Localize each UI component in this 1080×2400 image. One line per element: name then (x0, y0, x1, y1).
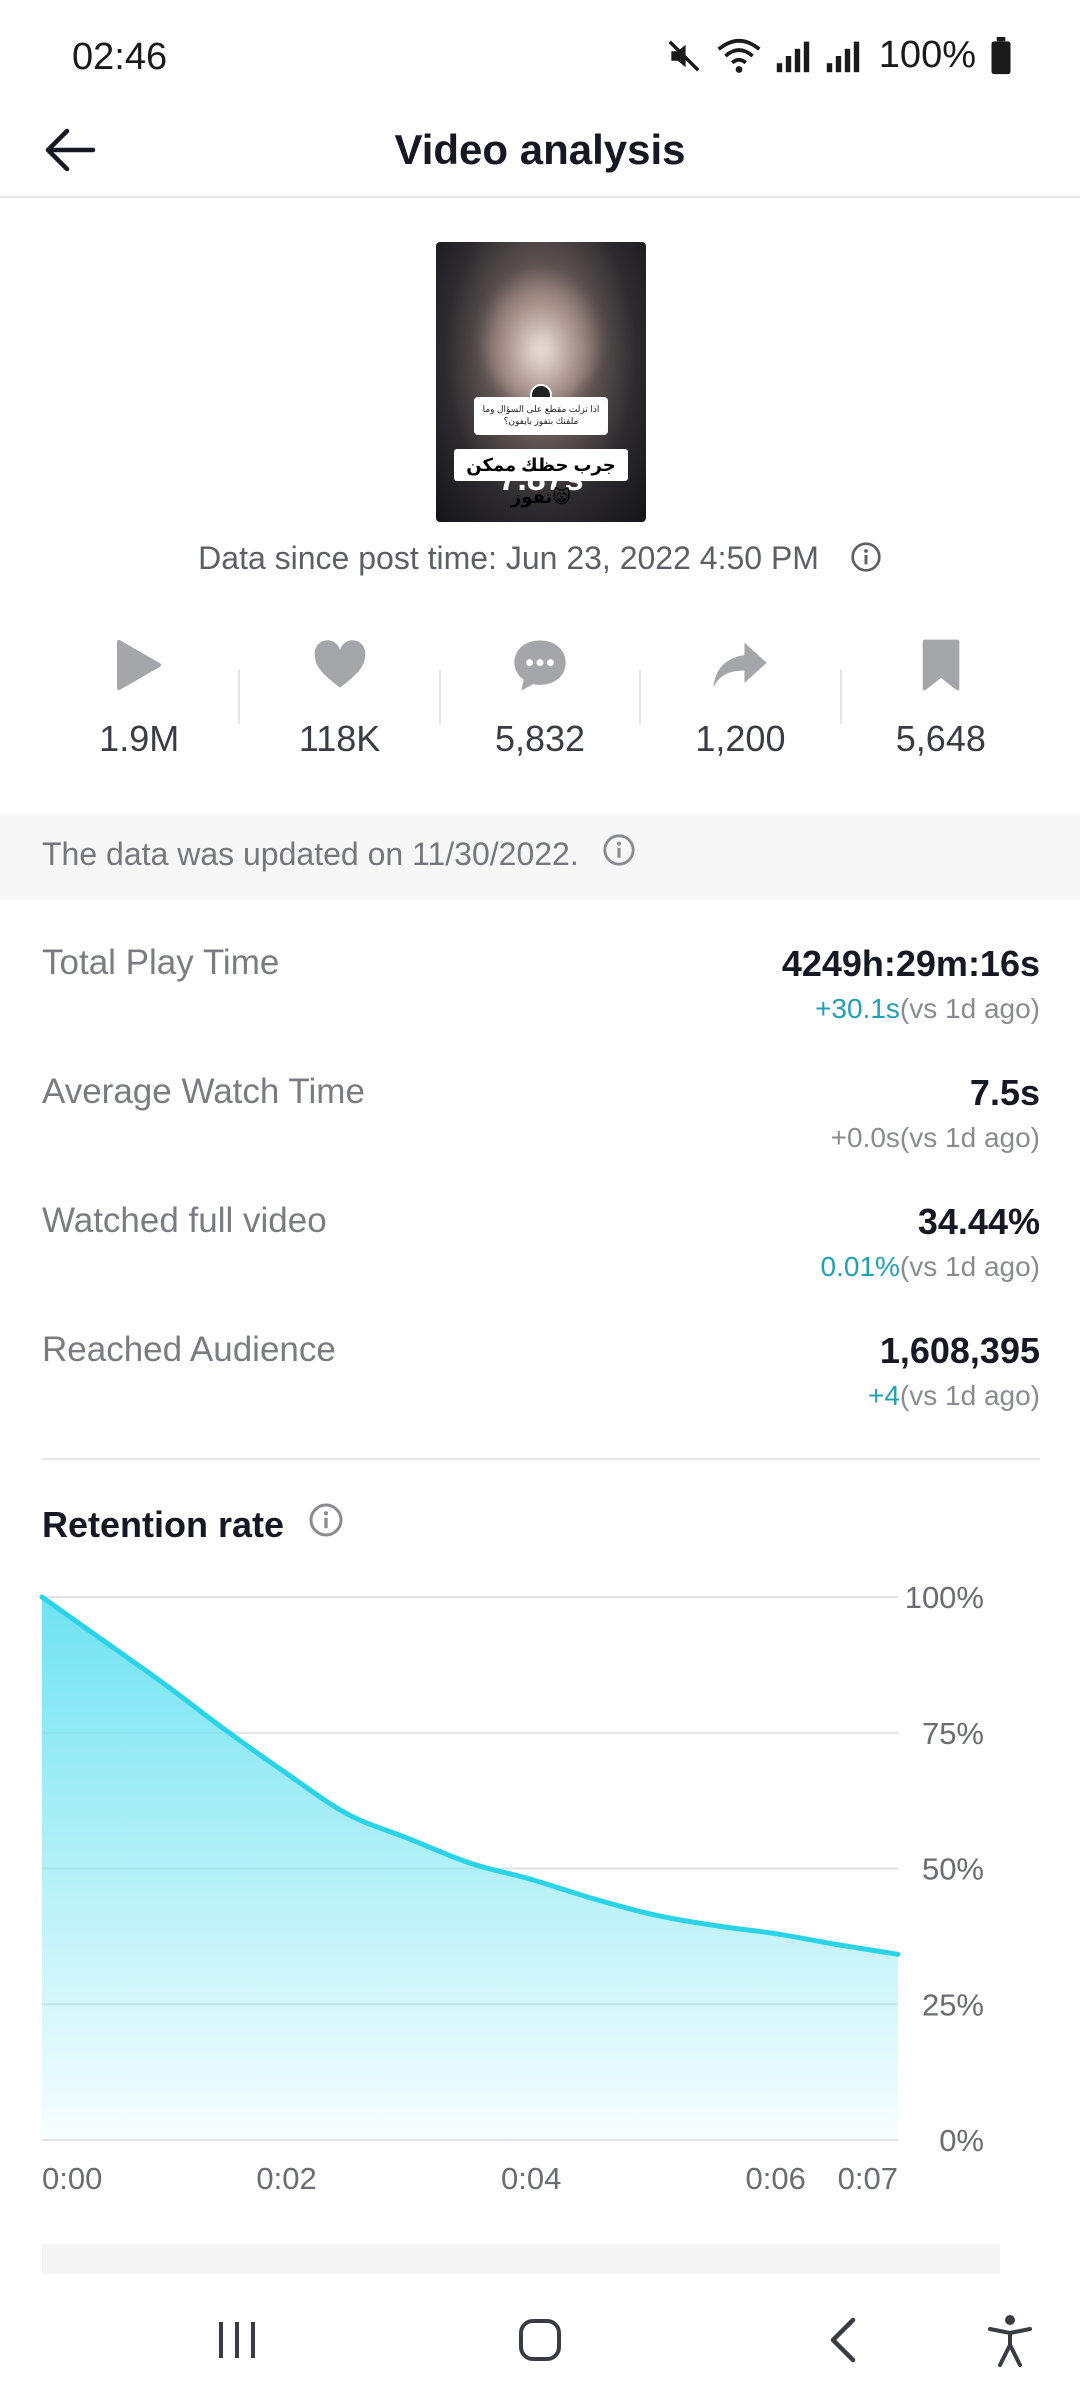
accessibility-button[interactable] (965, 2298, 1055, 2382)
x-tick-label: 0:07 (838, 2161, 898, 2196)
metric-suffix: (vs 1d ago) (899, 993, 1040, 1024)
thumbnail-caption: اذا تزلت مقطع على السؤال وما ملفتك بتفوز… (474, 397, 608, 435)
back-button[interactable] (38, 110, 102, 190)
stat-value: 1,200 (695, 718, 786, 759)
metric-value: 1,608,395 (879, 1330, 1040, 1371)
stat-saves: 5,648 (842, 630, 1040, 780)
divider (438, 670, 441, 724)
battery-percent: 100% (878, 34, 976, 76)
metric-suffix: (vs 1d ago) (899, 1122, 1040, 1153)
stat-likes: 118K (240, 630, 438, 780)
info-icon[interactable] (850, 541, 882, 581)
y-tick-label: 100% (905, 1580, 984, 1615)
retention-chart[interactable]: 100% 75% 50% 25% 0% 0:00 0:02 0:04 0:06 0:07 (0, 1570, 1080, 2210)
metric-delta: 0.01%(vs 1d ago) (821, 1251, 1040, 1283)
metric-change: +0.0s (830, 1122, 900, 1153)
metric-delta: +4(vs 1d ago) (868, 1380, 1040, 1412)
y-tick-label: 50% (922, 1852, 984, 1887)
mute-icon (665, 37, 703, 75)
updated-text: The data was updated on 11/30/2022. (42, 836, 579, 872)
bookmark-icon (922, 639, 960, 691)
metric-delta: +30.1s(vs 1d ago) (815, 993, 1040, 1025)
stat-shares: 1,200 (641, 630, 839, 780)
metric-suffix: (vs 1d ago) (899, 1251, 1040, 1282)
section-divider (42, 1458, 1040, 1460)
updated-banner: The data was updated on 11/30/2022. (0, 814, 1080, 900)
stat-views: 1.9M (40, 630, 238, 780)
post-time-text: Data since post time: Jun 23, 2022 4:50 … (198, 540, 819, 576)
metric-value: 4249h:29m:16s (781, 943, 1040, 984)
recents-button[interactable] (192, 2298, 282, 2382)
retention-title-wrap: Retention rate (42, 1502, 344, 1547)
bottom-card-edge (42, 2244, 1000, 2274)
metric-change: +30.1s (815, 993, 900, 1024)
metric-total-play-time: Total Play Time 4249h:29m:16s +30.1s(vs … (42, 943, 1040, 1063)
heart-icon (314, 640, 365, 688)
wifi-icon (717, 37, 761, 75)
stat-comments: 5,832 (441, 630, 639, 780)
metric-reached-audience: Reached Audience 1,608,395 +4(vs 1d ago) (42, 1330, 1040, 1450)
divider (238, 670, 241, 724)
x-tick-label: 0:04 (501, 2161, 561, 2196)
system-navbar (0, 2280, 1080, 2400)
divider (839, 670, 842, 724)
x-tick-label: 0:02 (256, 2161, 316, 2196)
nav-back-button[interactable] (798, 2298, 888, 2382)
metric-label: Total Play Time (42, 943, 280, 982)
recents-icon (219, 2322, 255, 2358)
signal-icon-2 (825, 38, 861, 74)
metric-label: Average Watch Time (42, 1072, 365, 1111)
video-thumbnail[interactable]: اذا تزلت مقطع على السؤال وما ملفتك بتفوز… (436, 242, 646, 522)
updated-text-wrap: The data was updated on 11/30/2022. (42, 833, 636, 875)
info-icon[interactable] (602, 833, 636, 875)
battery-icon (990, 36, 1012, 75)
thumbnail-banner: جرب حظك ممكن تفوز😸 (454, 449, 628, 507)
metric-average-watch-time: Average Watch Time 7.5s +0.0s(vs 1d ago) (42, 1072, 1040, 1192)
stat-value: 1.9M (99, 718, 180, 759)
comment-icon (514, 640, 566, 691)
page-title: Video analysis (394, 126, 686, 173)
arrow-left-icon (45, 128, 96, 172)
metric-watched-full-video: Watched full video 34.44% 0.01%(vs 1d ag… (42, 1201, 1040, 1321)
metric-change: 0.01% (820, 1251, 900, 1282)
x-tick-label: 0:06 (746, 2161, 806, 2196)
post-time: Data since post time: Jun 23, 2022 4:50 … (0, 540, 1080, 581)
retention-chart-svg: 100% 75% 50% 25% 0% 0:00 0:02 0:04 0:06 0:07 (39, 1580, 984, 2196)
play-icon (117, 640, 162, 690)
x-tick-label: 0:00 (42, 2161, 102, 2196)
metric-value: 34.44% (917, 1201, 1040, 1242)
stats-row: 1.9M 118K 5,832 1,200 5,648 (40, 630, 1040, 780)
header: Video analysis (0, 110, 1080, 198)
y-tick-label: 75% (922, 1716, 984, 1751)
metric-suffix: (vs 1d ago) (899, 1380, 1040, 1411)
stat-value: 5,648 (895, 718, 986, 759)
stat-value: 118K (298, 718, 381, 759)
retention-line (39, 1594, 901, 1957)
status-time: 02:46 (72, 36, 168, 78)
status-icons: 100% (665, 34, 1012, 77)
metric-change: +4 (867, 1380, 900, 1411)
status-bar: 02:46 100% (0, 0, 1080, 110)
divider (639, 670, 642, 724)
home-button[interactable] (495, 2298, 585, 2382)
metric-value: 7.5s (969, 1072, 1040, 1113)
accessibility-icon (988, 2315, 1032, 2367)
signal-icon (775, 38, 811, 74)
stat-value: 5,832 (494, 718, 586, 759)
y-tick-label: 25% (922, 1987, 984, 2022)
metric-label: Reached Audience (42, 1330, 336, 1369)
home-icon (519, 2319, 561, 2361)
retention-title: Retention rate (42, 1504, 285, 1545)
retention-area (42, 1597, 898, 2140)
y-tick-label: 0% (939, 2123, 984, 2158)
metric-label: Watched full video (42, 1201, 327, 1240)
back-icon (830, 2317, 856, 2363)
info-icon[interactable] (308, 1502, 344, 1547)
metric-delta: +0.0s(vs 1d ago) (831, 1122, 1040, 1154)
thumbnail-face (481, 272, 601, 402)
share-icon (713, 642, 768, 688)
